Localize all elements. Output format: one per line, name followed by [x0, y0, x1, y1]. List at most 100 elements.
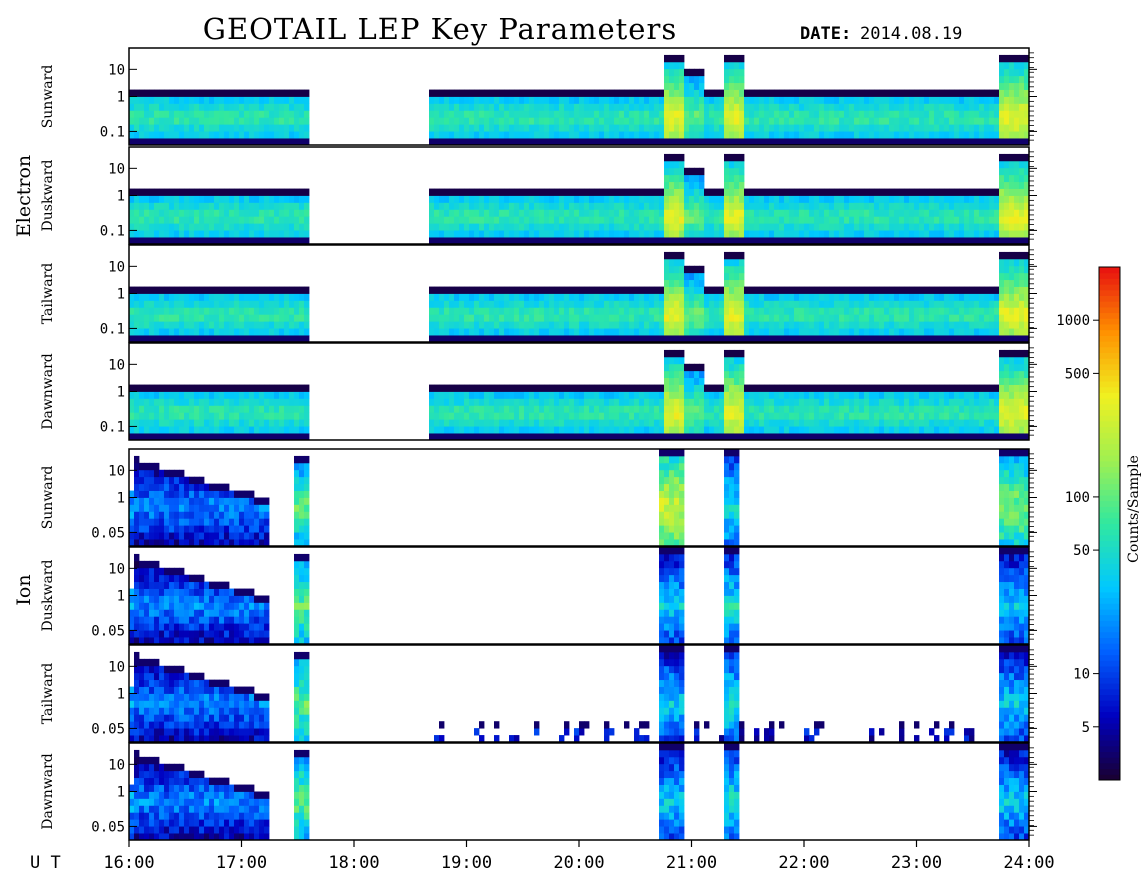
- spectrogram-cell: [669, 307, 675, 315]
- spectrogram-cell: [689, 293, 695, 301]
- spectrogram-cell: [969, 216, 975, 224]
- spectrogram-cell: [194, 138, 200, 146]
- spectrogram-cell: [139, 300, 145, 308]
- spectrogram-cell: [859, 195, 865, 203]
- spectrogram-cell: [714, 412, 720, 420]
- spectrogram-cell: [714, 216, 720, 224]
- spectrogram-cell: [469, 202, 475, 210]
- spectrogram-cell: [839, 124, 845, 132]
- spectrogram-cell: [769, 419, 775, 427]
- spectrogram-cell: [624, 412, 630, 420]
- spectrogram-cell: [499, 433, 505, 441]
- spectrogram-cell: [624, 131, 630, 139]
- spectrogram-cell: [434, 223, 440, 231]
- spectrogram-cell: [569, 405, 575, 413]
- spectrogram-cell: [549, 209, 555, 217]
- spectrogram-cell: [144, 433, 150, 441]
- spectrogram-cell: [194, 300, 200, 308]
- spectrogram-cell: [189, 117, 195, 125]
- spectrogram-cell: [1004, 195, 1010, 203]
- spectrogram-cell: [484, 202, 490, 210]
- spectrogram-cell: [474, 384, 480, 392]
- spectrogram-cell: [969, 230, 975, 238]
- spectrogram-cell: [464, 286, 470, 294]
- spectrogram-cell: [784, 307, 790, 315]
- spectrogram-cell: [624, 300, 630, 308]
- spectrogram-cell: [929, 321, 935, 329]
- spectrogram-cell: [739, 223, 745, 231]
- spectrogram-cell: [759, 384, 765, 392]
- spectrogram-cell: [509, 202, 515, 210]
- spectrogram-cell: [729, 405, 735, 413]
- spectrogram-cell: [579, 398, 585, 406]
- spectrogram-cell: [704, 131, 710, 139]
- spectrogram-cell: [879, 286, 885, 294]
- spectrogram-cell: [869, 286, 875, 294]
- spectrogram-cell: [574, 223, 580, 231]
- spectrogram-cell: [854, 230, 860, 238]
- spectrogram-cell: [719, 405, 725, 413]
- spectrogram-cell: [859, 307, 865, 315]
- spectrogram-cell: [189, 286, 195, 294]
- spectrogram-cell: [909, 103, 915, 111]
- spectrogram-cell: [1004, 230, 1010, 238]
- spectrogram-cell: [294, 398, 300, 406]
- spectrogram-cell: [1004, 96, 1010, 104]
- spectrogram-cell: [139, 335, 145, 343]
- spectrogram-cell: [774, 321, 780, 329]
- spectrogram-cell: [929, 103, 935, 111]
- spectrogram-cell: [629, 131, 635, 139]
- spectrogram-cell: [134, 223, 140, 231]
- spectrogram-cell: [489, 335, 495, 343]
- spectrogram-cell: [654, 314, 660, 322]
- spectrogram-cell: [849, 209, 855, 217]
- spectrogram-cell: [1024, 75, 1030, 84]
- spectrogram-cell: [454, 96, 460, 104]
- spectrogram-cell: [674, 54, 680, 63]
- spectrogram-cell: [779, 426, 785, 434]
- spectrogram-cell: [769, 202, 775, 210]
- spectrogram-cell: [759, 230, 765, 238]
- spectrogram-cell: [884, 286, 890, 294]
- spectrogram-cell: [504, 96, 510, 104]
- spectrogram-cell: [709, 391, 715, 399]
- spectrogram-cell: [779, 89, 785, 97]
- spectrogram-cell: [169, 216, 175, 224]
- spectrogram-cell: [184, 433, 190, 441]
- spectrogram-cell: [544, 300, 550, 308]
- spectrogram-cell: [244, 328, 250, 336]
- spectrogram-cell: [439, 300, 445, 308]
- spectrogram-cell: [664, 216, 670, 224]
- spectrogram-cell: [704, 96, 710, 104]
- spectrogram-cell: [679, 356, 685, 365]
- spectrogram-cell: [1009, 251, 1015, 260]
- spectrogram-cell: [199, 321, 205, 329]
- spectrogram-cell: [799, 195, 805, 203]
- spectrogram-cell: [169, 405, 175, 413]
- spectrogram-cell: [554, 412, 560, 420]
- spectrogram-cell: [219, 223, 225, 231]
- spectrogram-cell: [449, 321, 455, 329]
- spectrogram-cell: [614, 391, 620, 399]
- spectrogram-cell: [279, 426, 285, 434]
- spectrogram-cell: [134, 328, 140, 336]
- spectrogram-cell: [169, 209, 175, 217]
- spectrogram-cell: [534, 188, 540, 196]
- spectrogram-cell: [299, 391, 305, 399]
- spectrogram-cell: [539, 405, 545, 413]
- spectrogram-cell: [254, 328, 260, 336]
- spectrogram-cell: [199, 391, 205, 399]
- spectrogram-cell: [1024, 335, 1030, 343]
- spectrogram-cell: [439, 103, 445, 111]
- spectrogram-cell: [149, 328, 155, 336]
- spectrogram-cell: [564, 412, 570, 420]
- spectrogram-cell: [199, 405, 205, 413]
- spectrogram-cell: [739, 153, 745, 162]
- spectrogram-cell: [614, 131, 620, 139]
- spectrogram-cell: [464, 188, 470, 196]
- spectrogram-cell: [614, 300, 620, 308]
- spectrogram-cell: [754, 202, 760, 210]
- spectrogram-cell: [674, 335, 680, 343]
- spectrogram-cell: [209, 188, 215, 196]
- spectrogram-cell: [769, 223, 775, 231]
